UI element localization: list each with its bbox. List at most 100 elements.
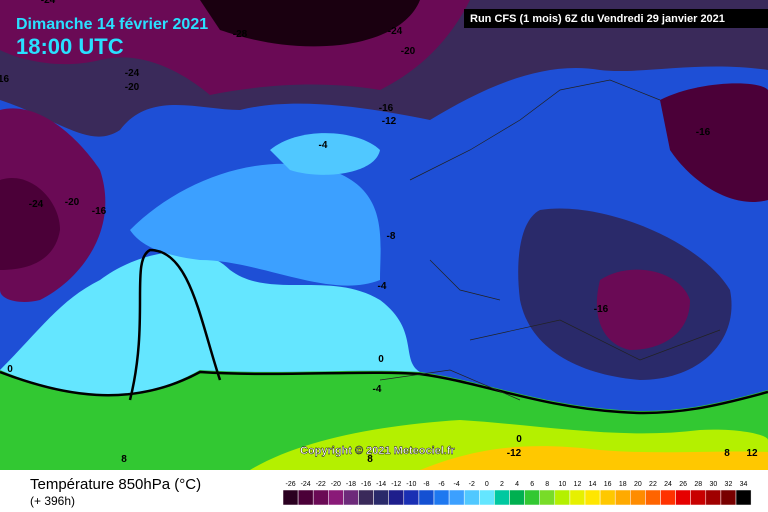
scale-label: -4 <box>454 481 460 488</box>
contour-label: -16 <box>0 74 9 85</box>
scale-label: -18 <box>346 481 356 488</box>
scale-swatch <box>675 489 691 506</box>
contour-label: 8 <box>121 454 127 465</box>
contour-label: -16 <box>379 103 394 114</box>
scale-label: -16 <box>361 481 371 488</box>
scale-label: 16 <box>604 481 612 488</box>
contour-label: -20 <box>125 82 140 93</box>
scale-label: -24 <box>301 481 311 488</box>
coastline <box>379 79 721 401</box>
scale-label: 0 <box>485 481 489 488</box>
contour-label: -24 <box>41 0 56 6</box>
scale-swatch <box>690 489 707 506</box>
cold-field <box>660 83 768 202</box>
lead-time: (+ 396h) <box>30 494 75 508</box>
contour-label: -4 <box>319 140 328 151</box>
scale-label: 22 <box>649 481 657 488</box>
scale-label: 26 <box>679 481 687 488</box>
scale-swatch <box>509 489 525 506</box>
scale-label: 8 <box>545 481 549 488</box>
contour-label: -28 <box>233 29 248 40</box>
scale-label: 32 <box>725 481 733 488</box>
warm-field <box>420 446 768 470</box>
scale-swatch <box>614 489 631 506</box>
scale-swatch <box>720 489 737 506</box>
scale-swatch <box>328 489 344 506</box>
contour-label: -16 <box>92 206 107 217</box>
scale-label: -8 <box>423 481 429 488</box>
contour-label: -24 <box>388 26 403 37</box>
scale-swatch <box>433 489 450 506</box>
scale-label: -22 <box>316 481 326 488</box>
scale-label: -10 <box>406 481 416 488</box>
scale-swatch <box>524 489 540 506</box>
scale-label: -12 <box>391 481 401 488</box>
scale-swatch <box>569 489 586 506</box>
scale-label: 10 <box>558 481 566 488</box>
scale-label: 20 <box>634 481 642 488</box>
run-info: Run CFS (1 mois) 6Z du Vendredi 29 janvi… <box>470 13 725 25</box>
color-scale: -26 -24 -22 -20 -18 -16 -14 -12 -10 -8 -6 -4 -2 0 2 4 6 8… <box>282 481 752 506</box>
scale-swatch <box>343 489 359 506</box>
scale-swatch <box>282 489 299 506</box>
scale-label: 18 <box>619 481 627 488</box>
contour-label: 0 <box>378 354 384 365</box>
scale-label: -6 <box>438 481 444 488</box>
zero-isotherm <box>128 248 222 401</box>
contour-label: 8 <box>367 454 373 465</box>
scale-swatch <box>448 489 465 506</box>
scale-label: -2 <box>469 481 475 488</box>
contour-label: -20 <box>401 46 416 57</box>
contour-label: -24 <box>125 68 140 79</box>
date: Dimanche 14 février 2021 <box>16 16 208 33</box>
run-box <box>464 9 768 28</box>
scale-swatch <box>358 489 374 506</box>
contour-label: 0 <box>7 364 13 375</box>
scale-label: 14 <box>589 481 597 488</box>
contour-label: -4 <box>373 384 382 395</box>
scale-swatch <box>463 489 480 506</box>
contour-label: -8 <box>387 231 396 242</box>
contour-label: -24 <box>29 199 44 210</box>
scale-swatch <box>630 489 646 506</box>
contour-label: -12 <box>382 116 397 127</box>
map <box>0 0 768 470</box>
contour-labels: -24 -28 -24 -20 -24 -20 -16 -16 -12 -16 -4 -24 -20 -1… <box>0 0 758 465</box>
scale-swatch <box>403 489 420 506</box>
scale-label: -20 <box>331 481 341 488</box>
contour-label: 8 <box>724 448 730 459</box>
contour-label: -4 <box>378 281 387 292</box>
contour-label: -16 <box>594 304 609 315</box>
scale-swatch <box>539 489 556 506</box>
scale-swatch <box>418 489 435 506</box>
scale-label: 2 <box>500 481 504 488</box>
cold-field <box>596 269 690 350</box>
contour-label: -20 <box>65 197 80 208</box>
time: 18:00 UTC <box>16 34 124 59</box>
scale-label: 12 <box>574 481 582 488</box>
cold-field <box>0 251 420 395</box>
contour-label: -12 <box>507 448 522 459</box>
scale-label: 28 <box>694 481 702 488</box>
scale-label: -14 <box>376 481 386 488</box>
cold-field <box>0 178 60 270</box>
scale-swatch <box>373 489 389 506</box>
scale-swatch <box>494 489 510 506</box>
scale-label: 4 <box>515 481 519 488</box>
scale-swatch <box>312 489 329 506</box>
scale-swatch <box>660 489 676 506</box>
scale-swatch <box>705 489 722 506</box>
scale-label: 30 <box>709 481 717 488</box>
scale-label: 34 <box>740 481 748 488</box>
scale-swatch <box>645 489 661 506</box>
contour-label: 0 <box>516 434 522 445</box>
scale-swatch <box>735 489 752 506</box>
cold-field <box>130 163 381 286</box>
scale-swatch <box>599 489 616 506</box>
scale-label: -26 <box>285 481 295 488</box>
footer-title: Température 850hPa (°C) <box>30 476 201 493</box>
contour-label: 12 <box>746 448 758 459</box>
cold-field <box>270 133 380 175</box>
scale-swatch <box>584 489 601 506</box>
